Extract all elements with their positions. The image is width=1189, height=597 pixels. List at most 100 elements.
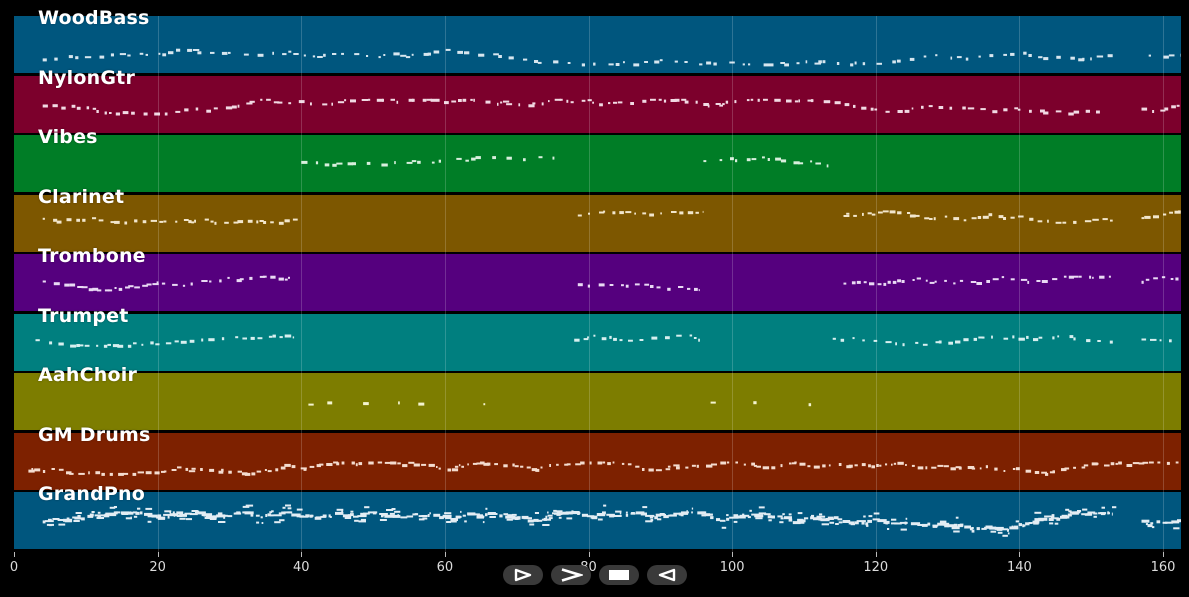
note [955, 466, 961, 469]
note [528, 103, 535, 107]
note [1096, 462, 1099, 465]
track-trumpet[interactable] [14, 313, 1181, 371]
note [167, 516, 170, 520]
note [341, 510, 344, 513]
note [1010, 52, 1015, 56]
note [42, 58, 47, 62]
note [1070, 56, 1075, 60]
note [856, 281, 861, 285]
note [597, 518, 603, 521]
track-vibes[interactable] [14, 135, 1181, 193]
note [780, 517, 784, 520]
note [366, 162, 371, 166]
note [1033, 523, 1039, 526]
note [680, 514, 684, 517]
note [533, 519, 539, 523]
play-button[interactable] [503, 565, 543, 585]
axis-tick-label: 0 [9, 560, 19, 575]
note [1101, 507, 1105, 510]
track-trombone[interactable] [14, 254, 1181, 312]
note [674, 98, 680, 102]
note [1007, 532, 1010, 535]
note [42, 104, 48, 108]
track-aahchoir[interactable] [14, 373, 1181, 431]
note [562, 512, 569, 516]
note [818, 60, 822, 64]
note [143, 112, 148, 116]
note [131, 111, 135, 115]
note [1068, 510, 1072, 513]
note [978, 336, 984, 339]
note [658, 98, 662, 101]
note [598, 283, 605, 287]
note [125, 286, 130, 289]
note [262, 275, 267, 278]
fast-forward-button[interactable] [551, 565, 591, 585]
track-clarinet[interactable] [14, 194, 1181, 252]
note [363, 402, 369, 406]
axis-tick [1163, 552, 1165, 557]
note [347, 162, 353, 166]
note-lane [42, 98, 1180, 116]
track-grandpno[interactable] [14, 492, 1181, 550]
note [161, 470, 166, 473]
note [846, 212, 850, 215]
note [464, 51, 470, 55]
track-nylongtr[interactable] [14, 75, 1181, 133]
note [985, 525, 993, 528]
track-gm-drums[interactable] [14, 432, 1181, 490]
note [390, 461, 397, 465]
note [655, 469, 662, 472]
note [973, 337, 977, 341]
note [175, 110, 181, 113]
note [905, 518, 908, 521]
note [280, 466, 286, 470]
note [764, 513, 771, 516]
stop-button[interactable] [599, 565, 639, 585]
note [1086, 338, 1091, 342]
note [609, 284, 614, 287]
note [613, 337, 617, 341]
note [842, 520, 851, 524]
note [780, 62, 785, 64]
note [1022, 524, 1025, 528]
note [1051, 514, 1055, 517]
note [332, 163, 337, 167]
note [534, 60, 539, 63]
note [548, 99, 550, 102]
track-woodbass[interactable] [14, 16, 1181, 74]
note [49, 341, 53, 345]
note [305, 514, 310, 518]
note [832, 337, 836, 340]
note [843, 282, 847, 285]
note [92, 107, 97, 110]
note [710, 401, 716, 404]
note [935, 54, 938, 57]
note [233, 221, 239, 224]
note [965, 57, 969, 61]
note [147, 514, 153, 518]
note [642, 467, 645, 471]
note [288, 101, 292, 104]
note [115, 511, 121, 514]
note [372, 511, 377, 515]
rewind-button[interactable] [647, 565, 687, 585]
note [748, 63, 751, 66]
note [308, 403, 314, 406]
note [342, 514, 351, 518]
note [352, 162, 356, 166]
note [1092, 218, 1099, 221]
note [81, 517, 85, 521]
note [1090, 57, 1092, 61]
note [799, 462, 806, 466]
note [436, 465, 438, 468]
note [158, 52, 161, 55]
note [405, 56, 411, 59]
note [188, 470, 196, 473]
note [104, 289, 110, 292]
note [719, 159, 723, 162]
note [185, 467, 189, 471]
note [330, 516, 332, 519]
note [1141, 216, 1144, 219]
note [163, 220, 167, 223]
